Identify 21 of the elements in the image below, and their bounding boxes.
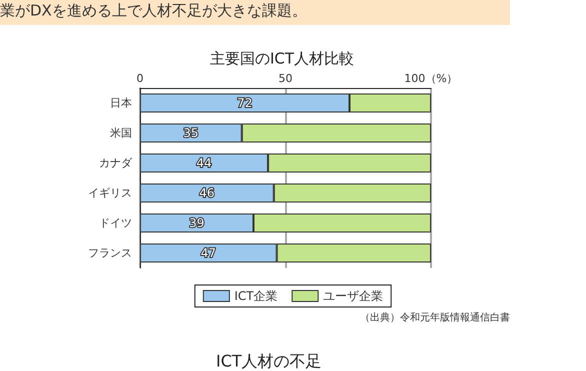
text: （出典）令和元年版情報通信白書 [360,312,510,324]
data-label: 46 [199,186,215,200]
data-label: 72 [237,96,252,110]
x-tick-label: 0 [136,72,144,85]
y-tick-label: ドイツ [99,216,132,230]
data-label: 39 [189,216,204,230]
y-tick-label: イギリス [88,186,132,200]
y-tick-label: カナダ [99,156,133,170]
x-tick-label: 100（%） [404,72,458,85]
text: 業がDXを進める上で人材不足が大きな課題。 [0,2,307,20]
chart-title: 主要国のICT人材比較 [210,50,354,68]
data-label: 44 [196,156,212,170]
data-label: 35 [183,126,199,140]
y-tick-label: フランス [88,246,132,260]
text: ICT人材の不足 [216,352,322,370]
x-tick-label: 50 [278,72,292,85]
y-tick-label: 日本 [110,96,132,110]
legend-label: ユーザ企業 [323,289,384,303]
legend-label: ICT企業 [234,289,278,303]
data-label: 47 [200,246,216,260]
y-tick-label: 米国 [110,126,132,140]
